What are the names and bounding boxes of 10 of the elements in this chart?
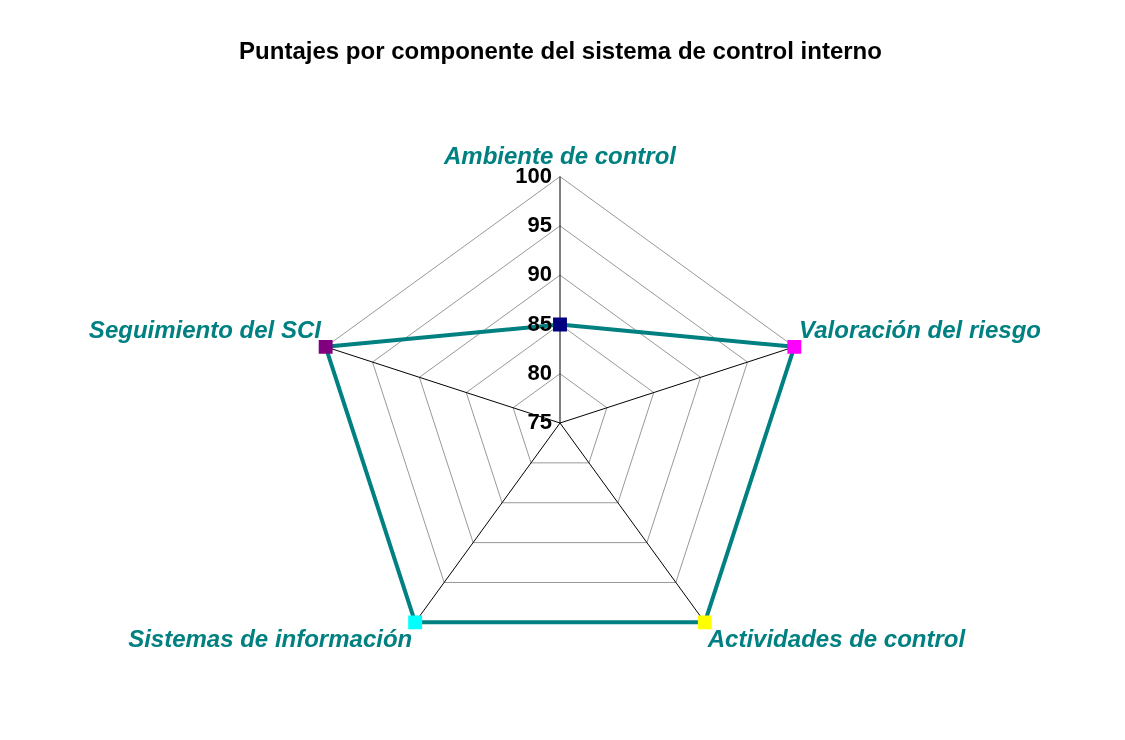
y-tick-label: 90 xyxy=(527,261,552,287)
chart-title: Puntajes por componente del sistema de control interno xyxy=(239,37,882,65)
spoke-label: Sistemas de información xyxy=(128,625,413,653)
y-tick-label: 95 xyxy=(527,211,552,237)
spoke-label: Ambiente de control xyxy=(442,141,678,169)
spoke-label: Seguimiento del SCI xyxy=(88,315,323,343)
y-tick-label: 80 xyxy=(527,359,552,385)
spoke-label: Valoración del riesgo xyxy=(799,315,1041,343)
spoke-label: Actividades de control xyxy=(706,625,967,653)
y-tick-label: 75 xyxy=(527,409,552,435)
